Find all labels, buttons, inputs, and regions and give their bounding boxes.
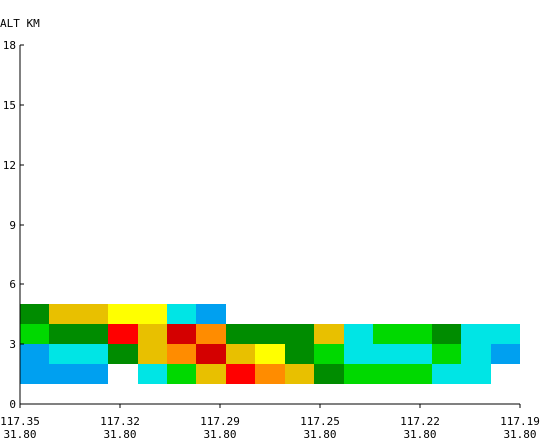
x-tick-lon-label: 117.25 <box>300 415 340 428</box>
reflectivity-cell <box>255 324 285 344</box>
y-tick-label: 3 <box>9 338 16 351</box>
x-tick-lat-label: 31.80 <box>503 428 536 440</box>
reflectivity-cell <box>196 304 226 324</box>
reflectivity-cells <box>20 304 520 384</box>
y-tick-label: 15 <box>3 99 16 112</box>
reflectivity-cell <box>138 344 167 364</box>
y-tick-label: 0 <box>9 398 16 411</box>
x-tick-lat-label: 31.80 <box>203 428 236 440</box>
x-tick-lon-label: 117.19 <box>500 415 540 428</box>
y-tick-label: 12 <box>3 159 16 172</box>
reflectivity-cell <box>402 364 432 384</box>
reflectivity-cell <box>344 344 373 364</box>
reflectivity-cell <box>491 324 520 344</box>
reflectivity-cell <box>314 364 344 384</box>
reflectivity-cell <box>20 344 49 364</box>
reflectivity-cell <box>402 344 432 364</box>
x-tick-lat-label: 31.80 <box>3 428 36 440</box>
reflectivity-cell <box>491 344 520 364</box>
x-tick-labels: 117.3531.80117.3231.80117.2931.80117.253… <box>0 415 540 440</box>
reflectivity-cell <box>285 324 314 344</box>
reflectivity-cell <box>226 344 255 364</box>
reflectivity-cell <box>49 364 79 384</box>
reflectivity-cell <box>226 324 255 344</box>
reflectivity-cell <box>461 344 491 364</box>
reflectivity-cell <box>138 304 167 324</box>
x-tick-lon-label: 117.35 <box>0 415 40 428</box>
x-tick-lat-label: 31.80 <box>303 428 336 440</box>
x-tick-lon-label: 117.32 <box>100 415 140 428</box>
x-tick-lat-label: 31.80 <box>403 428 436 440</box>
reflectivity-cell <box>432 364 461 384</box>
reflectivity-cell <box>108 304 138 324</box>
reflectivity-cell <box>196 324 226 344</box>
reflectivity-cell <box>373 344 402 364</box>
reflectivity-cell <box>373 324 402 344</box>
reflectivity-cell <box>432 324 461 344</box>
x-tick-lat-label: 31.80 <box>103 428 136 440</box>
reflectivity-cell <box>79 344 108 364</box>
reflectivity-cell <box>49 304 79 324</box>
x-tick-lon-label: 117.29 <box>200 415 240 428</box>
y-axis-title: ALT KM <box>0 17 40 30</box>
reflectivity-cell <box>461 324 491 344</box>
reflectivity-cell <box>167 324 196 344</box>
reflectivity-cell <box>108 324 138 344</box>
reflectivity-cell <box>20 364 49 384</box>
reflectivity-cell <box>461 364 491 384</box>
reflectivity-cell <box>196 344 226 364</box>
reflectivity-cell <box>344 364 373 384</box>
reflectivity-cell <box>196 364 226 384</box>
reflectivity-cell <box>432 344 461 364</box>
reflectivity-cell <box>20 324 49 344</box>
reflectivity-cell <box>79 304 108 324</box>
reflectivity-cell <box>255 364 285 384</box>
reflectivity-cell <box>20 304 49 324</box>
y-tick-label: 6 <box>9 278 16 291</box>
reflectivity-cell <box>138 364 167 384</box>
reflectivity-cell <box>314 344 344 364</box>
y-tick-labels: 18 15 12 9 6 3 0 <box>3 39 16 411</box>
reflectivity-cell <box>79 364 108 384</box>
y-tick-label: 18 <box>3 39 16 52</box>
y-tick-label: 9 <box>9 219 16 232</box>
reflectivity-cell <box>167 344 196 364</box>
reflectivity-cell <box>285 364 314 384</box>
reflectivity-cell <box>167 304 196 324</box>
reflectivity-cell <box>373 364 402 384</box>
axes <box>19 44 521 408</box>
reflectivity-cell <box>402 324 432 344</box>
reflectivity-cell <box>49 344 79 364</box>
reflectivity-cell <box>226 364 255 384</box>
reflectivity-cell <box>167 364 196 384</box>
reflectivity-cell <box>314 324 344 344</box>
reflectivity-cell <box>108 344 138 364</box>
x-tick-lon-label: 117.22 <box>400 415 440 428</box>
reflectivity-cell <box>138 324 167 344</box>
reflectivity-cell <box>285 344 314 364</box>
reflectivity-cell <box>79 324 108 344</box>
reflectivity-cell <box>255 344 285 364</box>
reflectivity-cell <box>49 324 79 344</box>
reflectivity-cell <box>344 324 373 344</box>
